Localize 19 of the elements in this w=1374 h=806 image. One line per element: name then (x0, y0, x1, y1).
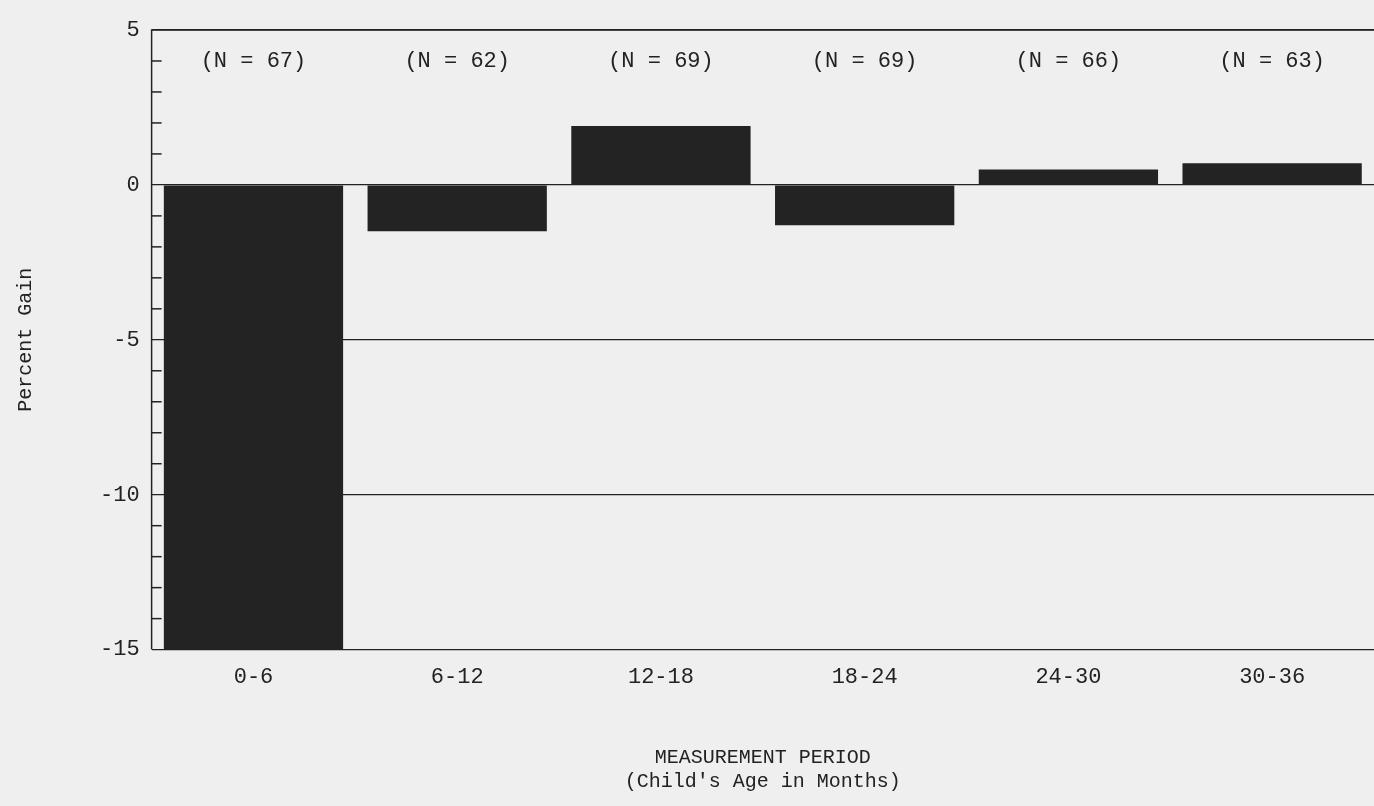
x-axis-title: MEASUREMENT PERIOD (Child's Age in Months) (624, 746, 901, 794)
y-tick-label: -5 (113, 327, 140, 353)
annotation: (N = 67) (200, 48, 307, 74)
y-tick-label: -15 (100, 637, 140, 663)
x-tick-label: 18-24 (831, 664, 898, 690)
annotation: (N = 69) (811, 48, 918, 74)
x-tick-label: 30-36 (1239, 664, 1306, 690)
y-tick-label: 0 (126, 172, 140, 198)
y-axis-title: Percent Gain (14, 267, 38, 412)
annotation: (N = 62) (404, 48, 511, 74)
x-tick-label: 12-18 (627, 664, 694, 690)
y-tick-label: -10 (100, 482, 140, 508)
x-tick-label: 0-6 (233, 664, 274, 690)
x-tick-label: 24-30 (1035, 664, 1102, 690)
y-tick-label: 5 (126, 17, 140, 43)
annotation: (N = 66) (1015, 48, 1122, 74)
annotation: (N = 63) (1219, 48, 1325, 74)
x-tick-label: 6-12 (430, 664, 484, 690)
annotation: (N = 69) (608, 48, 714, 74)
